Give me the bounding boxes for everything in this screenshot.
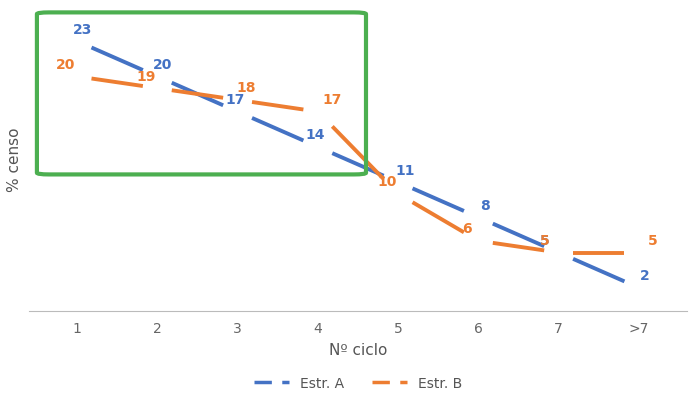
Text: 19: 19: [137, 69, 156, 83]
Text: 11: 11: [396, 163, 415, 177]
Text: 14: 14: [305, 128, 325, 142]
Text: 10: 10: [378, 175, 397, 189]
Text: 6: 6: [462, 222, 472, 236]
Text: 20: 20: [153, 58, 173, 72]
Text: 18: 18: [236, 81, 255, 95]
X-axis label: Nº ciclo: Nº ciclo: [329, 342, 387, 357]
Text: 5: 5: [648, 233, 658, 247]
Legend: Estr. A, Estr. B: Estr. A, Estr. B: [248, 371, 468, 396]
Text: 17: 17: [322, 93, 341, 107]
Text: 8: 8: [480, 198, 490, 212]
Y-axis label: % censo: % censo: [7, 127, 22, 191]
Text: 2: 2: [640, 269, 650, 282]
Text: 23: 23: [73, 23, 92, 36]
Text: 20: 20: [56, 58, 76, 72]
Text: 5: 5: [540, 233, 550, 247]
Text: 17: 17: [225, 93, 244, 107]
Text: 5: 5: [540, 233, 550, 247]
